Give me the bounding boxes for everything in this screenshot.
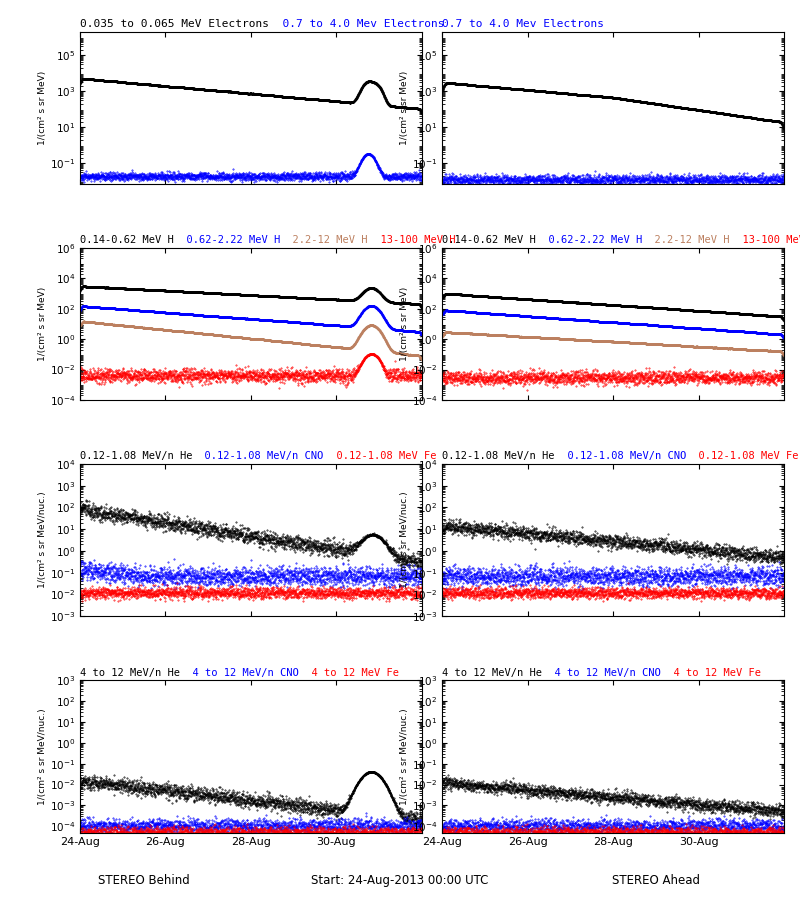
Text: 0.12-1.08 MeV Fe: 0.12-1.08 MeV Fe (324, 451, 436, 462)
Y-axis label: 1/(cm² s sr MeV): 1/(cm² s sr MeV) (38, 287, 46, 361)
Text: 0.12-1.08 MeV Fe: 0.12-1.08 MeV Fe (686, 451, 798, 462)
Text: 4 to 12 MeV/n He: 4 to 12 MeV/n He (80, 668, 180, 678)
Y-axis label: 1/(cm² s sr MeV): 1/(cm² s sr MeV) (400, 287, 409, 361)
Text: STEREO Ahead: STEREO Ahead (612, 874, 700, 886)
Text: 0.7 to 4.0 Mev Electrons: 0.7 to 4.0 Mev Electrons (269, 19, 445, 29)
Text: 4 to 12 MeV Fe: 4 to 12 MeV Fe (661, 668, 761, 678)
Text: 0.12-1.08 MeV/n CNO: 0.12-1.08 MeV/n CNO (554, 451, 686, 462)
Y-axis label: 1/(cm² s sr MeV): 1/(cm² s sr MeV) (400, 70, 410, 145)
Text: 0.7 to 4.0 Mev Electrons: 0.7 to 4.0 Mev Electrons (442, 19, 604, 29)
Y-axis label: 1/(cm² s sr MeV/nuc.): 1/(cm² s sr MeV/nuc.) (38, 491, 47, 589)
Y-axis label: 1/(cm² s sr MeV/nuc.): 1/(cm² s sr MeV/nuc.) (400, 708, 409, 805)
Text: 13-100 MeV H: 13-100 MeV H (367, 235, 455, 245)
Text: 0.14-0.62 MeV H: 0.14-0.62 MeV H (442, 235, 536, 245)
Text: 0.62-2.22 MeV H: 0.62-2.22 MeV H (174, 235, 280, 245)
Text: 2.2-12 MeV H: 2.2-12 MeV H (280, 235, 367, 245)
Text: 0.14-0.62 MeV H: 0.14-0.62 MeV H (80, 235, 174, 245)
Text: 0.12-1.08 MeV/n CNO: 0.12-1.08 MeV/n CNO (193, 451, 324, 462)
Y-axis label: 1/(cm² s sr MeV): 1/(cm² s sr MeV) (38, 70, 47, 145)
Text: 0.12-1.08 MeV/n He: 0.12-1.08 MeV/n He (442, 451, 554, 462)
Text: 0.62-2.22 MeV H: 0.62-2.22 MeV H (536, 235, 642, 245)
Text: 0.12-1.08 MeV/n He: 0.12-1.08 MeV/n He (80, 451, 193, 462)
Text: 4 to 12 MeV Fe: 4 to 12 MeV Fe (298, 668, 398, 678)
Y-axis label: 1/(cm² s sr MeV/nuc.): 1/(cm² s sr MeV/nuc.) (400, 491, 409, 589)
Text: Start: 24-Aug-2013 00:00 UTC: Start: 24-Aug-2013 00:00 UTC (311, 874, 489, 886)
Text: 13-100 MeV H: 13-100 MeV H (730, 235, 800, 245)
Text: 2.2-12 MeV H: 2.2-12 MeV H (642, 235, 730, 245)
Text: 4 to 12 MeV/n CNO: 4 to 12 MeV/n CNO (180, 668, 298, 678)
Text: 0.035 to 0.065 MeV Electrons: 0.035 to 0.065 MeV Electrons (80, 19, 269, 29)
Text: STEREO Behind: STEREO Behind (98, 874, 190, 886)
Y-axis label: 1/(cm² s sr MeV/nuc.): 1/(cm² s sr MeV/nuc.) (38, 708, 46, 805)
Text: 4 to 12 MeV/n He: 4 to 12 MeV/n He (442, 668, 542, 678)
Text: 4 to 12 MeV/n CNO: 4 to 12 MeV/n CNO (542, 668, 661, 678)
